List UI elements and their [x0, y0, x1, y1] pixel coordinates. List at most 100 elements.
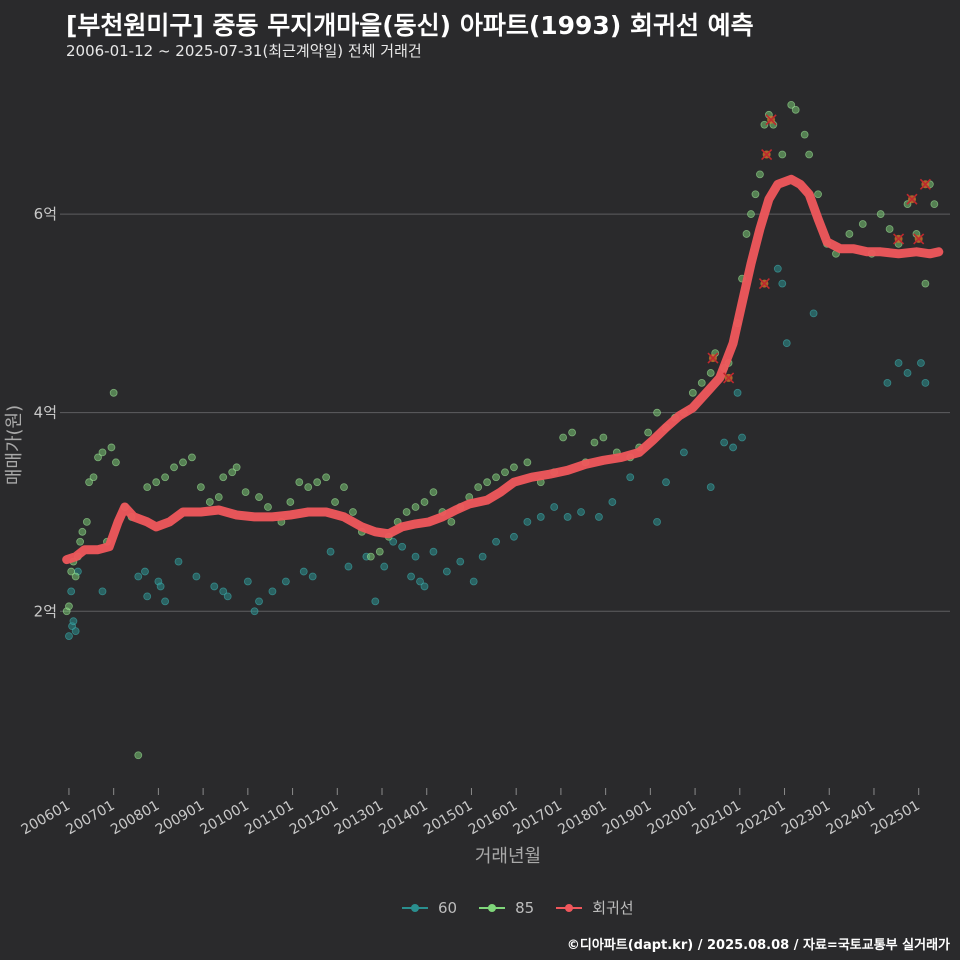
outlier-cross-mark: [758, 278, 770, 290]
series-85-point: [760, 120, 769, 129]
series-60-point: [469, 577, 478, 586]
series-85-point: [143, 483, 152, 492]
x-axis-label: 거래년월: [474, 846, 542, 867]
series-85-point: [805, 150, 814, 159]
series-85-point: [67, 567, 76, 576]
x-tick-label: 202501: [868, 798, 922, 839]
outlier-cross-mark: [723, 372, 735, 384]
series-85-point: [228, 468, 237, 477]
chart-title: [부천원미구] 중동 무지개마을(동신) 아파트(1993) 회귀선 예측: [66, 11, 754, 40]
series-85-point: [109, 388, 118, 397]
series-85-point: [876, 210, 885, 218]
series-85-point: [523, 458, 532, 467]
series-60-point: [344, 562, 353, 571]
series-60-point: [299, 567, 308, 576]
series-85-point: [930, 200, 939, 209]
series-85-point: [474, 483, 483, 492]
outlier-cross-mark: [893, 233, 905, 245]
x-tick-label: 201301: [332, 798, 386, 839]
x-tick-label: 202301: [779, 798, 833, 839]
series-60-point: [782, 339, 791, 348]
x-axis-ticks: 2006012007012008012009012010012011012012…: [19, 788, 923, 838]
series-85-point: [78, 527, 87, 536]
x-tick-label: 202201: [734, 798, 788, 839]
series-60-point: [809, 309, 818, 318]
series-60-point: [563, 513, 572, 521]
series-85-point: [349, 508, 357, 516]
series-85-point: [241, 488, 250, 497]
series-85-point: [885, 225, 894, 233]
series-85-point: [219, 473, 228, 482]
series-60-point: [550, 503, 559, 511]
x-tick-label: 201101: [242, 798, 296, 839]
series-85-point: [447, 518, 456, 526]
series-60-point: [268, 587, 277, 596]
series-85-point: [599, 433, 608, 442]
series-60-point: [192, 572, 201, 581]
series-60-point: [69, 617, 78, 626]
series-60-point: [523, 518, 532, 526]
y-axis-ticks: 2억 4억 6억: [34, 205, 57, 620]
series-85-point: [510, 463, 518, 472]
series-85-point: [161, 473, 170, 482]
series-85-point: [152, 478, 161, 487]
series-85-point: [286, 498, 295, 506]
series-60-point: [281, 577, 290, 586]
series-60-point: [67, 587, 76, 596]
legend-key-regression: [554, 899, 584, 917]
regression-line-group: [62, 174, 944, 565]
x-tick-label: 202401: [824, 798, 878, 839]
series-60-point: [219, 587, 228, 596]
y-tick-label: 2억: [34, 602, 57, 620]
series-85-point: [331, 498, 339, 506]
series-60-point: [917, 359, 925, 367]
series-60-point: [773, 264, 782, 273]
series-60-point: [595, 513, 603, 521]
outlier-cross-mark: [765, 114, 777, 126]
series-60-point: [98, 587, 107, 596]
series-85-point: [313, 478, 322, 487]
series-85-point: [196, 483, 205, 492]
outlier-cross-mark: [707, 352, 719, 364]
outlier-cross-mark: [919, 178, 931, 190]
series-85-point: [492, 473, 500, 482]
series-85-point: [501, 468, 509, 477]
series-85-point: [688, 388, 697, 397]
series-85-point: [845, 230, 854, 238]
outlier-cross-mark: [906, 193, 918, 205]
series-85-point: [107, 443, 116, 452]
series-60-point: [903, 369, 912, 377]
x-tick-label: 200801: [108, 798, 162, 839]
series-60-point: [255, 597, 263, 606]
legend-key-85: [477, 899, 507, 917]
series-85-point: [375, 547, 384, 556]
grid-lines: [60, 213, 950, 612]
legend-item-60: 60: [400, 899, 457, 917]
series-85-point: [255, 493, 263, 501]
x-tick-label: 201901: [600, 798, 654, 839]
series-60-point: [778, 279, 787, 288]
series-60-point: [371, 597, 380, 606]
series-60-point: [161, 597, 170, 606]
series-85-point: [653, 408, 661, 417]
series-85-point: [71, 572, 80, 581]
series-85-point: [366, 552, 375, 561]
series-60-point: [398, 542, 407, 551]
series-85-point: [568, 428, 576, 437]
series-85-point: [787, 100, 796, 109]
series-85-point: [411, 503, 420, 511]
series-60-point: [662, 478, 670, 487]
series-85-point: [205, 498, 214, 506]
chart-subtitle: 2006-01-12 ~ 2025-07-31(최근계약일) 전체 거래건: [66, 42, 422, 60]
series-85-point: [322, 473, 331, 482]
series-60-point: [921, 378, 930, 387]
series-60-point: [608, 498, 617, 506]
series-85-point: [420, 498, 429, 506]
series-60-point: [679, 448, 688, 457]
series-60-point: [71, 627, 80, 636]
x-tick-label: 201601: [466, 798, 520, 839]
series-85-point: [706, 369, 715, 377]
legend-key-60: [400, 899, 430, 917]
series-60-point: [626, 473, 635, 482]
series-60-point: [243, 577, 252, 586]
